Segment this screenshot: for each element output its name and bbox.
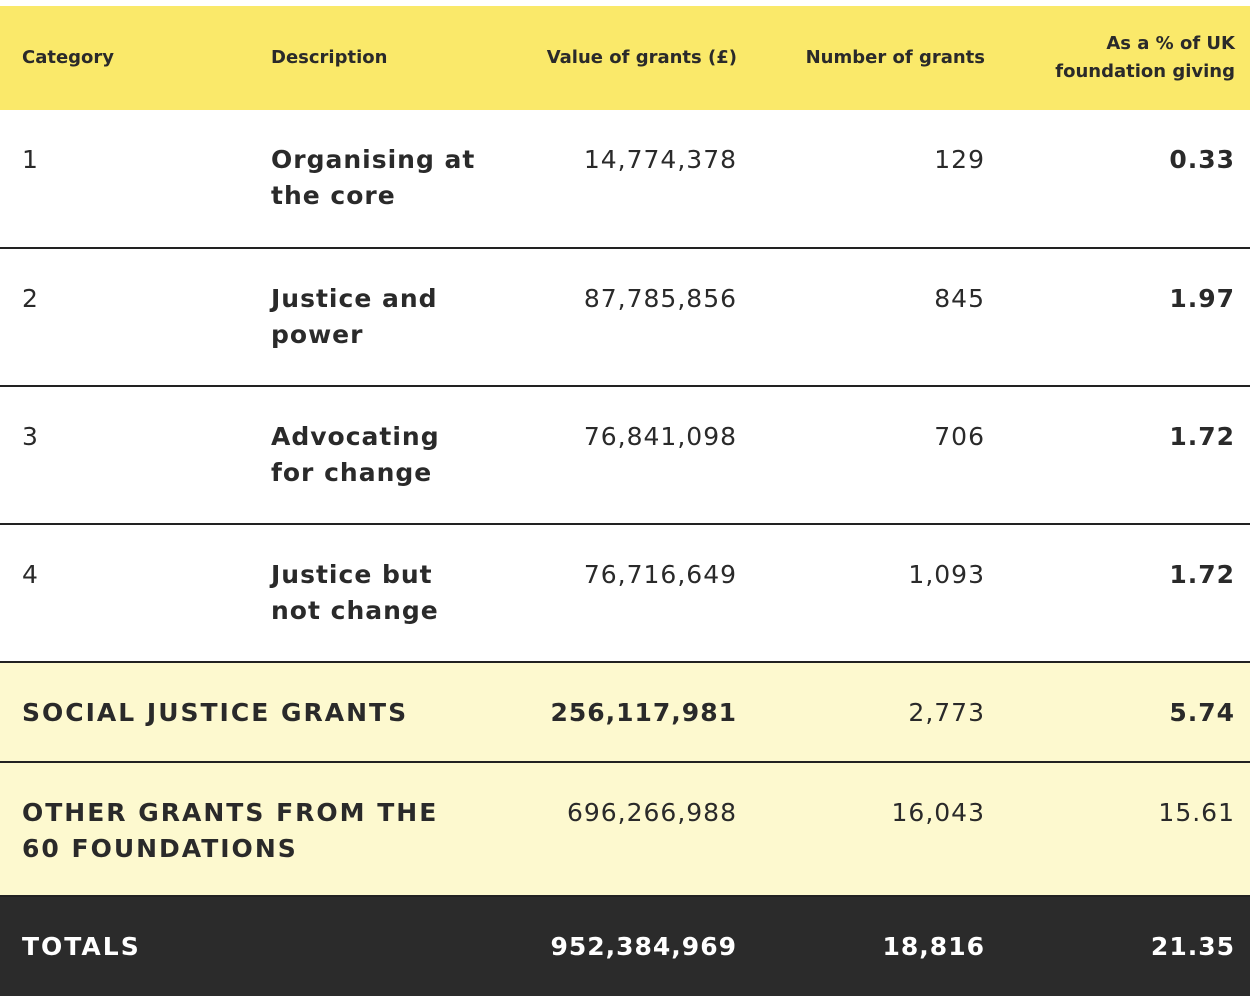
percent-cell: 5.74: [1169, 698, 1235, 727]
description-cell: Justice but not change: [250, 524, 500, 662]
summary-text: OTHER GRANTS FROM THE 60 FOUNDATIONS: [22, 798, 439, 863]
description-cell: Organising at the core: [250, 110, 500, 248]
value-cell: 14,774,378: [583, 145, 737, 174]
summary-row: OTHER GRANTS FROM THE 60 FOUNDATIONS 696,…: [0, 762, 1250, 896]
value-cell: 76,841,098: [583, 422, 737, 451]
count-cell: 845: [934, 284, 985, 313]
percent-cell: 0.33: [1169, 145, 1235, 174]
value-cell: 76,716,649: [583, 560, 737, 589]
percent-cell: 1.72: [1169, 560, 1235, 589]
description-cell: Justice and power: [250, 248, 500, 386]
value-cell: 87,785,856: [583, 284, 737, 313]
count-cell: 129: [934, 145, 985, 174]
header-cell: Description: [271, 47, 388, 68]
totals-row: TOTALS 952,384,969 18,816 21.35: [0, 896, 1250, 996]
data-row: 4 Justice but not change 76,716,649 1,093 1.…: [0, 524, 1250, 662]
header-cell: Number of grants: [805, 47, 985, 68]
data-row: 3 Advocating for change 76,841,098 706 1.72: [0, 386, 1250, 524]
grants-table: Category Description Value of grants (£)…: [0, 6, 1250, 996]
description-text: Advocating for change: [271, 422, 440, 487]
count-cell: 1,093: [908, 560, 985, 589]
category-cell: 4: [22, 560, 38, 589]
totals-label: TOTALS: [22, 932, 141, 961]
count-cell: 18,816: [882, 932, 985, 961]
table-wrap: Category Description Value of grants (£)…: [0, 6, 1250, 996]
count-cell: 16,043: [891, 798, 985, 827]
description-text: Justice but not change: [271, 560, 439, 625]
category-cell: 2: [22, 284, 38, 313]
summary-label: OTHER GRANTS FROM THE 60 FOUNDATIONS: [0, 762, 500, 896]
data-row: 1 Organising at the core 14,774,378 129 0.33: [0, 110, 1250, 248]
summary-row: SOCIAL JUSTICE GRANTS 256,117,981 2,773 5.7…: [0, 662, 1250, 762]
description-text: Organising at the core: [271, 145, 476, 210]
header: Category Description Value of grants (£)…: [0, 6, 1250, 110]
description-text: Justice and power: [271, 284, 438, 349]
table-body: 1 Organising at the core 14,774,378 129 0.33…: [0, 110, 1250, 996]
header-row: Category Description Value of grants (£)…: [0, 6, 1250, 110]
data-row: 2 Justice and power 87,785,856 845 1.97: [0, 248, 1250, 386]
category-cell: 3: [22, 422, 38, 451]
percent-cell: 1.72: [1169, 422, 1235, 451]
header-cell: As a % of UK foundation giving: [1000, 6, 1250, 110]
value-cell: 696,266,988: [566, 798, 737, 827]
value-cell: 952,384,969: [550, 932, 737, 961]
summary-text: SOCIAL JUSTICE GRANTS: [22, 698, 409, 727]
count-cell: 2,773: [908, 698, 985, 727]
header-cell: Category: [22, 47, 115, 68]
percent-cell: 1.97: [1169, 284, 1235, 313]
percent-cell: 15.61: [1158, 798, 1235, 827]
description-cell: Advocating for change: [250, 386, 500, 524]
percent-cell: 21.35: [1150, 932, 1235, 961]
category-cell: 1: [22, 145, 38, 174]
header-cell: Value of grants (£): [546, 47, 737, 68]
value-cell: 256,117,981: [550, 698, 737, 727]
count-cell: 706: [934, 422, 985, 451]
header-text: As a % of UK foundation giving: [1055, 33, 1235, 82]
summary-label: SOCIAL JUSTICE GRANTS: [0, 662, 500, 762]
